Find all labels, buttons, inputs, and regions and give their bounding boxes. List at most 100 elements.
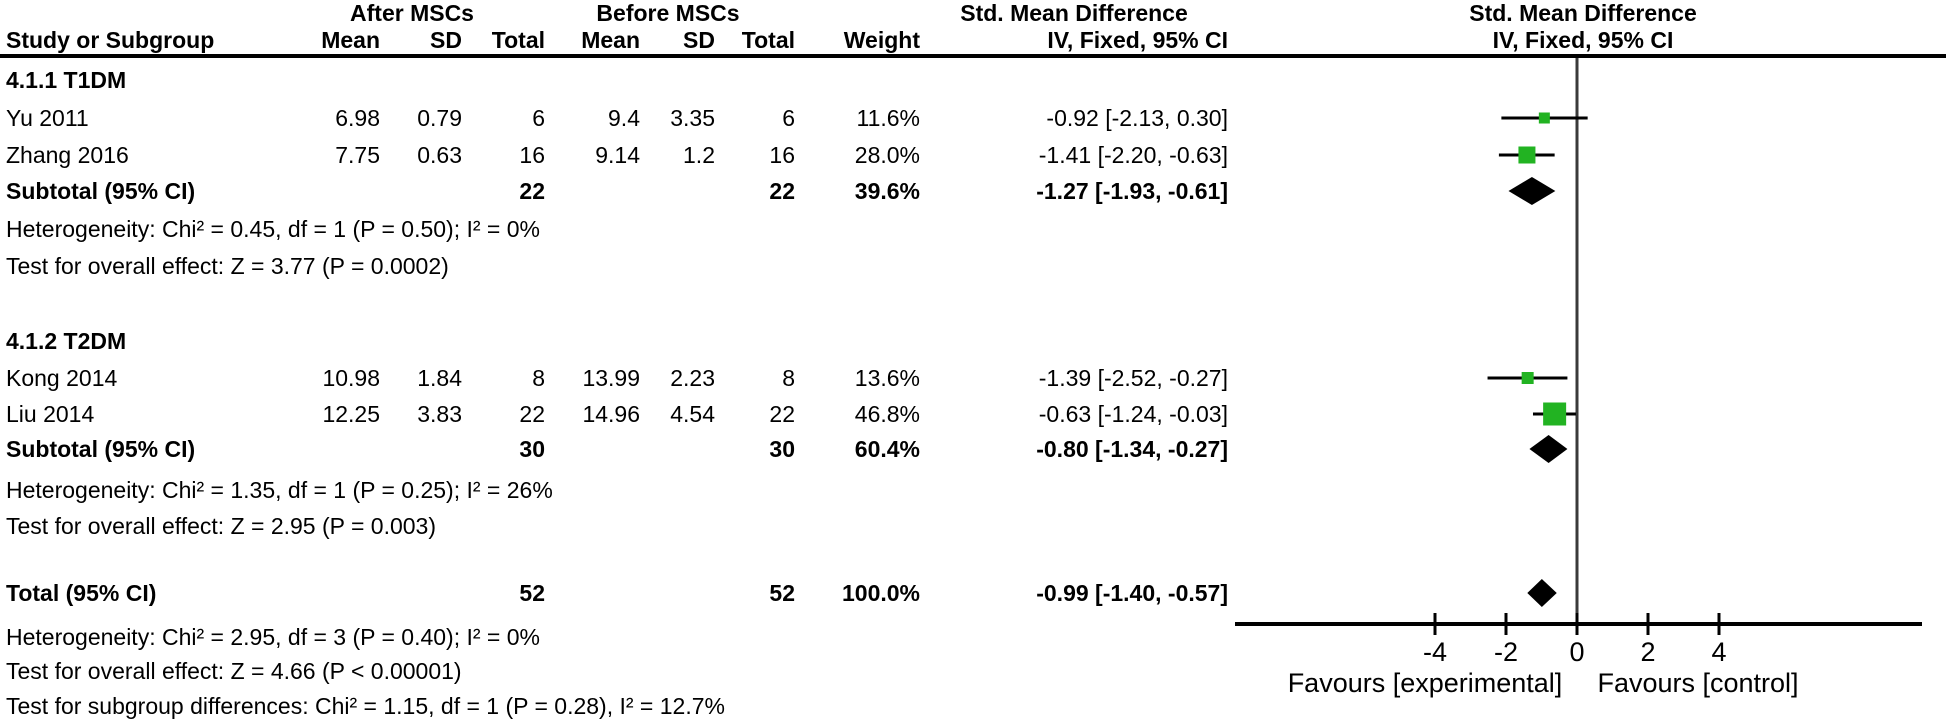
effect-square xyxy=(1538,112,1550,124)
subgroup-heading: 4.1.2 T2DM xyxy=(6,327,127,354)
effect-square xyxy=(1518,146,1536,164)
total-label: Total (95% CI) xyxy=(6,579,157,606)
total-after: 6 xyxy=(532,104,545,131)
mean-before: 14.96 xyxy=(582,400,640,427)
study-row: Kong 2014 10.98 1.84 8 13.99 2.23 8 13.6% -1.39 … xyxy=(0,363,1240,393)
total-after-column-header: Total xyxy=(491,27,545,53)
weight: 46.8% xyxy=(854,400,920,427)
sd-after: 0.63 xyxy=(417,141,462,168)
study-name: Yu 2011 xyxy=(6,104,89,131)
smd-ci-text: -1.27 [-1.93, -0.61] xyxy=(1036,177,1228,204)
heterogeneity-text: Heterogeneity: Chi² = 1.35, df = 1 (P = … xyxy=(6,477,553,503)
effect-square xyxy=(1543,402,1567,426)
subtotal-row: Subtotal (95% CI) 22 22 39.6% -1.27 [-1.93, … xyxy=(0,176,1240,206)
favours-right-label: Favours [control] xyxy=(1597,668,1798,698)
smd-ci-text: -1.41 [-2.20, -0.63] xyxy=(1038,141,1228,168)
axis-tick-label: -4 xyxy=(1423,637,1447,667)
after-mscs-group-header: After MSCs xyxy=(350,0,474,26)
total-before: 22 xyxy=(769,400,795,427)
subgroup-heading: 4.1.1 T1DM xyxy=(6,66,127,93)
sd-before-column-header: SD xyxy=(683,27,715,53)
mean-before: 9.4 xyxy=(608,104,640,131)
subgroup-heading-row: 4.1.2 T2DM xyxy=(0,326,1240,356)
total-before: 8 xyxy=(782,364,795,391)
overall-effect-text: Test for overall effect: Z = 4.66 (P < 0… xyxy=(6,658,462,684)
ci-column-header: IV, Fixed, 95% CI xyxy=(1047,27,1228,53)
smd-plot-header: Std. Mean Difference xyxy=(1469,0,1697,26)
heterogeneity-text: Heterogeneity: Chi² = 0.45, df = 1 (P = … xyxy=(6,216,540,242)
total-after: 52 xyxy=(519,579,545,606)
study-name: Zhang 2016 xyxy=(6,141,129,168)
total-after: 22 xyxy=(519,177,545,204)
overall-effect-text: Test for overall effect: Z = 2.95 (P = 0… xyxy=(6,513,436,539)
favours-left-label: Favours [experimental] xyxy=(1288,668,1563,698)
study-row: Liu 2014 12.25 3.83 22 14.96 4.54 22 46.8% -0.63… xyxy=(0,399,1240,429)
sd-before: 2.23 xyxy=(670,364,715,391)
sd-before: 4.54 xyxy=(670,400,715,427)
sd-before: 3.35 xyxy=(670,104,715,131)
mean-after-column-header: Mean xyxy=(321,27,380,53)
weight: 100.0% xyxy=(841,579,920,606)
subgroup-heading-row: 4.1.1 T1DM xyxy=(0,65,1240,95)
total-before-column-header: Total xyxy=(741,27,795,53)
mean-after: 12.25 xyxy=(322,400,380,427)
total-before: 16 xyxy=(769,141,795,168)
axis-tick-label: 4 xyxy=(1711,637,1726,667)
subtotal-label: Subtotal (95% CI) xyxy=(6,435,196,462)
smd-ci-text: -0.99 [-1.40, -0.57] xyxy=(1036,579,1228,606)
method-plot-header: IV, Fixed, 95% CI xyxy=(1492,27,1674,53)
sd-after: 0.79 xyxy=(417,104,462,131)
total-after: 30 xyxy=(519,435,545,462)
mean-after: 7.75 xyxy=(335,141,380,168)
weight: 39.6% xyxy=(854,177,920,204)
pooled-diamond xyxy=(1508,177,1556,205)
sd-after: 3.83 xyxy=(417,400,462,427)
total-row: Total (95% CI) 52 52 100.0% -0.99 [-1.40, -0… xyxy=(0,578,1240,608)
total-before: 30 xyxy=(769,435,795,462)
subtotal-row: Subtotal (95% CI) 30 30 60.4% -0.80 [-1.34, … xyxy=(0,434,1240,464)
weight: 60.4% xyxy=(854,435,920,462)
effect-square xyxy=(1521,372,1534,384)
smd-ci-text: -1.39 [-2.52, -0.27] xyxy=(1038,364,1228,391)
axis-tick-label: -2 xyxy=(1494,637,1518,667)
mean-after: 6.98 xyxy=(335,104,380,131)
sd-after-column-header: SD xyxy=(430,27,462,53)
sd-after: 1.84 xyxy=(417,364,462,391)
smd-ci-text: -0.92 [-2.13, 0.30] xyxy=(1046,104,1228,131)
study-name: Liu 2014 xyxy=(6,400,95,427)
weight: 13.6% xyxy=(854,364,920,391)
total-before: 22 xyxy=(769,177,795,204)
smd-table-header: Std. Mean Difference xyxy=(960,0,1188,26)
sd-before: 1.2 xyxy=(683,141,715,168)
weight: 28.0% xyxy=(854,141,920,168)
study-name: Kong 2014 xyxy=(6,364,118,391)
axis-tick-label: 2 xyxy=(1640,637,1655,667)
mean-before: 13.99 xyxy=(582,364,640,391)
smd-ci-text: -0.63 [-1.24, -0.03] xyxy=(1038,400,1228,427)
pooled-diamond xyxy=(1529,435,1568,463)
total-after: 8 xyxy=(532,364,545,391)
axis-tick-label: 0 xyxy=(1569,637,1584,667)
before-mscs-group-header: Before MSCs xyxy=(596,0,740,26)
subtotal-label: Subtotal (95% CI) xyxy=(6,177,196,204)
pooled-diamond xyxy=(1527,579,1557,607)
overall-effect-text: Test for overall effect: Z = 3.77 (P = 0… xyxy=(6,253,449,279)
weight-column-header: Weight xyxy=(843,27,920,53)
study-column-header: Study or Subgroup xyxy=(6,27,215,53)
heterogeneity-text: Heterogeneity: Chi² = 2.95, df = 3 (P = … xyxy=(6,624,540,650)
total-before: 6 xyxy=(782,104,795,131)
header-divider-rule xyxy=(0,54,1946,58)
study-row: Yu 2011 6.98 0.79 6 9.4 3.35 6 11.6% -0.92 [-2.1… xyxy=(0,103,1240,133)
total-after: 16 xyxy=(519,141,545,168)
study-row: Zhang 2016 7.75 0.63 16 9.14 1.2 16 28.0% -1.41 … xyxy=(0,140,1240,170)
column-header-row: Study or Subgroup Mean SD Total Mean SD … xyxy=(0,26,1240,54)
weight: 11.6% xyxy=(856,104,920,131)
mean-before-column-header: Mean xyxy=(581,27,640,53)
mean-before: 9.14 xyxy=(595,141,640,168)
mean-after: 10.98 xyxy=(322,364,380,391)
subgroup-difference-text: Test for subgroup differences: Chi² = 1.… xyxy=(6,693,725,719)
smd-ci-text: -0.80 [-1.34, -0.27] xyxy=(1036,435,1228,462)
total-after: 22 xyxy=(519,400,545,427)
